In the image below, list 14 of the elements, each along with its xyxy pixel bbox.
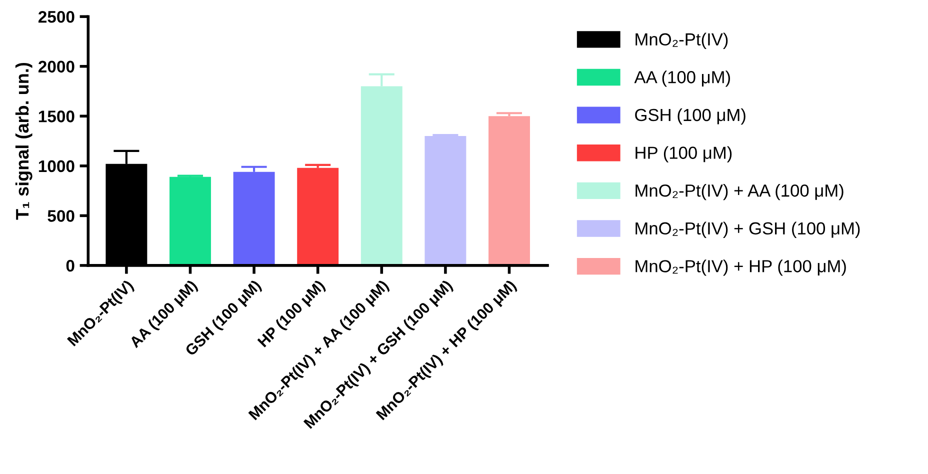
legend-label: MnO₂-Pt(IV) + HP (100 μM) bbox=[636, 260, 846, 276]
y-tick-label: 1000 bbox=[38, 160, 74, 172]
legend-label: AA (100 μM) bbox=[634, 70, 730, 87]
y-tick-label: 0 bbox=[66, 260, 74, 272]
y-tick-label: 2000 bbox=[38, 60, 74, 73]
y-axis-title: T₁ signal (arb. un.) bbox=[15, 62, 32, 220]
y-tick-label: 1500 bbox=[38, 110, 74, 122]
legend-label: MnO₂-Pt(IV) + GSH (100 μM) bbox=[636, 222, 860, 238]
y-tick-label: 500 bbox=[48, 210, 74, 222]
legend-label: HP (100 μM) bbox=[636, 146, 732, 162]
legend-label: MnO₂-Pt(IV) bbox=[636, 32, 728, 49]
legend-label: MnO₂-Pt(IV) + AA (100 μM) bbox=[636, 184, 844, 200]
y-tick-label: 2500 bbox=[38, 10, 74, 23]
legend-label: GSH (100 μM) bbox=[635, 108, 746, 125]
